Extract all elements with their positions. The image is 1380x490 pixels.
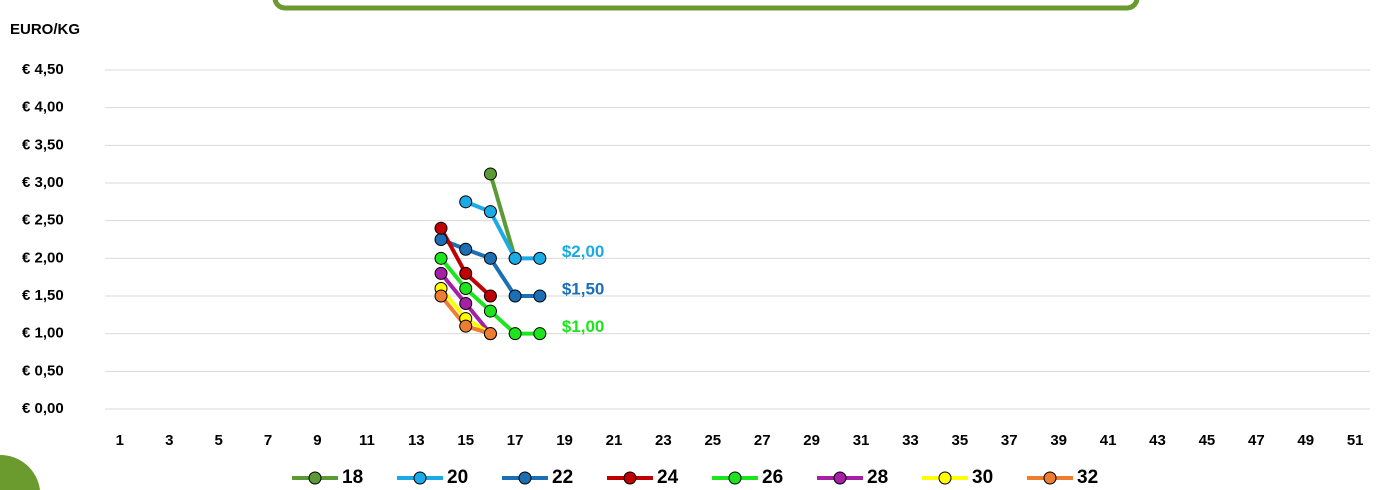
x-tick-label: 7 xyxy=(264,432,272,449)
data-point xyxy=(483,205,497,219)
data-point xyxy=(434,251,448,265)
y-tick-label: € 4,50 xyxy=(22,61,64,78)
x-tick-label: 13 xyxy=(408,432,425,449)
data-point xyxy=(533,251,547,265)
x-tick-label: 37 xyxy=(1001,432,1018,449)
legend-marker xyxy=(413,471,427,485)
data-point xyxy=(483,167,497,181)
x-tick-label: 31 xyxy=(853,432,870,449)
legend-label: 22 xyxy=(552,467,573,488)
y-tick-label: € 4,00 xyxy=(22,99,64,116)
x-tick-label: 23 xyxy=(655,432,672,449)
legend-label: 20 xyxy=(447,467,468,488)
data-point xyxy=(459,266,473,280)
data-point xyxy=(459,297,473,311)
legend-marker xyxy=(308,471,322,485)
corner-decoration xyxy=(0,454,40,490)
annotation: $1,00 xyxy=(562,317,605,336)
x-tick-label: 49 xyxy=(1297,432,1314,449)
legend-marker xyxy=(938,471,952,485)
legend-label: 28 xyxy=(867,467,888,488)
legend-marker xyxy=(623,471,637,485)
data-point xyxy=(459,195,473,209)
x-tick-label: 17 xyxy=(507,432,524,449)
y-tick-label: € 1,50 xyxy=(22,287,64,304)
data-point xyxy=(434,233,448,246)
data-point xyxy=(459,242,473,256)
x-tick-label: 29 xyxy=(803,432,820,449)
data-point xyxy=(434,221,448,235)
data-point xyxy=(459,319,473,333)
x-tick-label: 27 xyxy=(754,432,771,449)
x-tick-label: 21 xyxy=(606,432,623,449)
annotation: $2,00 xyxy=(562,242,605,261)
data-point xyxy=(459,281,473,295)
x-tick-label: 15 xyxy=(457,432,474,449)
data-point xyxy=(533,327,547,341)
legend-marker xyxy=(518,471,532,485)
legend-marker xyxy=(833,471,847,485)
data-point xyxy=(533,289,547,303)
x-tick-label: 43 xyxy=(1149,432,1166,449)
x-tick-label: 9 xyxy=(313,432,321,449)
annotation: $1,50 xyxy=(562,279,605,298)
legend-label: 26 xyxy=(762,467,783,488)
y-tick-label: € 0,00 xyxy=(22,400,64,417)
series-line xyxy=(440,237,540,298)
banner xyxy=(272,0,1140,11)
y-tick-label: € 2,50 xyxy=(22,212,64,229)
legend-marker xyxy=(728,471,742,485)
x-tick-label: 35 xyxy=(952,432,969,449)
x-tick-label: 33 xyxy=(902,432,919,449)
data-point xyxy=(483,251,497,265)
data-point xyxy=(483,304,497,318)
x-tick-label: 47 xyxy=(1248,432,1265,449)
legend-marker xyxy=(1043,471,1057,485)
y-tick-label: € 3,50 xyxy=(22,136,64,153)
x-tick-label: 11 xyxy=(359,432,375,449)
x-tick-label: 39 xyxy=(1050,432,1067,449)
x-tick-label: 25 xyxy=(704,432,721,449)
x-tick-label: 51 xyxy=(1347,432,1364,449)
y-tick-label: € 1,00 xyxy=(22,325,64,342)
legend-label: 18 xyxy=(342,467,363,488)
y-axis-label: EURO/KG xyxy=(10,21,80,38)
data-point xyxy=(434,289,448,303)
legend-label: 30 xyxy=(972,467,993,488)
x-tick-label: 5 xyxy=(214,432,222,449)
x-tick-label: 45 xyxy=(1199,432,1216,449)
data-point xyxy=(508,289,522,303)
legend-label: 24 xyxy=(657,467,679,488)
series-line xyxy=(488,173,518,259)
x-tick-label: 1 xyxy=(116,432,124,449)
data-point xyxy=(508,251,522,265)
y-tick-label: € 2,00 xyxy=(22,249,64,266)
y-tick-label: € 0,50 xyxy=(22,362,64,379)
x-tick-label: 41 xyxy=(1100,432,1117,449)
data-point xyxy=(483,327,497,341)
series-line xyxy=(464,199,540,261)
legend-label: 32 xyxy=(1077,467,1098,488)
data-point xyxy=(434,266,448,280)
y-tick-label: € 3,00 xyxy=(22,174,64,191)
x-tick-label: 19 xyxy=(556,432,573,449)
x-tick-label: 3 xyxy=(165,432,173,449)
data-point xyxy=(483,289,497,303)
data-point xyxy=(508,327,522,341)
